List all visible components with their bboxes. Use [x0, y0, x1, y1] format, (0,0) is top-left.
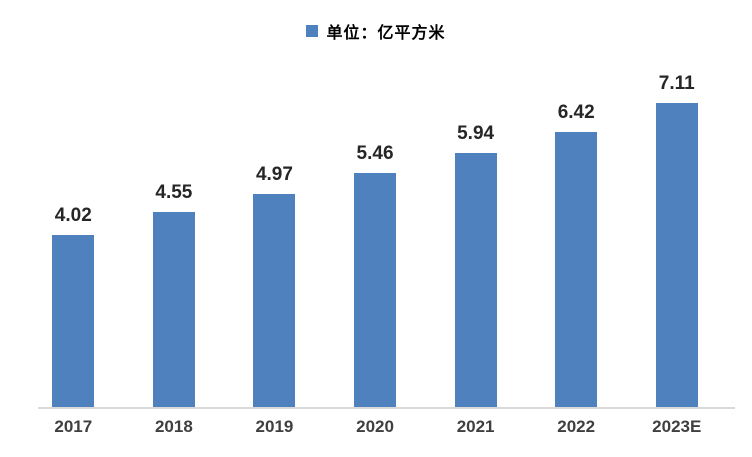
bar-column: 4.55 — [124, 60, 225, 407]
legend-label: 单位：亿平方米 — [326, 25, 446, 42]
chart-legend: 单位：亿平方米 — [0, 19, 752, 43]
bar — [454, 153, 497, 407]
bar-value-label: 5.46 — [356, 143, 394, 164]
bar-column: 5.46 — [325, 60, 426, 407]
bar — [354, 173, 397, 407]
plot-area: 4.02 4.55 4.97 5.46 5.94 6.42 7.11 — [23, 60, 727, 407]
x-tick-label: 2023E — [652, 417, 702, 436]
bar-value-label: 7.11 — [658, 73, 695, 94]
x-tick-label: 2019 — [255, 417, 294, 436]
bar — [52, 235, 95, 407]
x-tick-label: 2022 — [557, 417, 596, 436]
x-tick-label: 2021 — [456, 417, 495, 436]
bar-column: 5.94 — [425, 60, 526, 407]
bar — [555, 132, 598, 407]
x-axis-labels: 2017 2018 2019 2020 2021 2022 2023E — [23, 417, 727, 437]
bar — [253, 194, 296, 407]
bar-column: 4.97 — [224, 60, 325, 407]
bar-column: 6.42 — [526, 60, 627, 407]
x-axis-line — [38, 407, 735, 409]
bar-value-label: 6.42 — [557, 102, 595, 123]
bar-value-label: 4.55 — [155, 182, 193, 203]
bar-value-label: 4.97 — [255, 164, 293, 185]
legend-swatch-icon — [306, 25, 319, 37]
x-tick-label: 2017 — [54, 417, 93, 436]
bar-value-label: 4.02 — [54, 205, 92, 226]
bar — [655, 103, 698, 407]
bar-column: 4.02 — [23, 60, 124, 407]
bar-value-label: 5.94 — [457, 123, 495, 144]
bar — [152, 212, 195, 407]
x-tick-label: 2018 — [154, 417, 193, 436]
bar-column: 7.11 — [626, 60, 727, 407]
x-tick-label: 2020 — [356, 417, 394, 436]
